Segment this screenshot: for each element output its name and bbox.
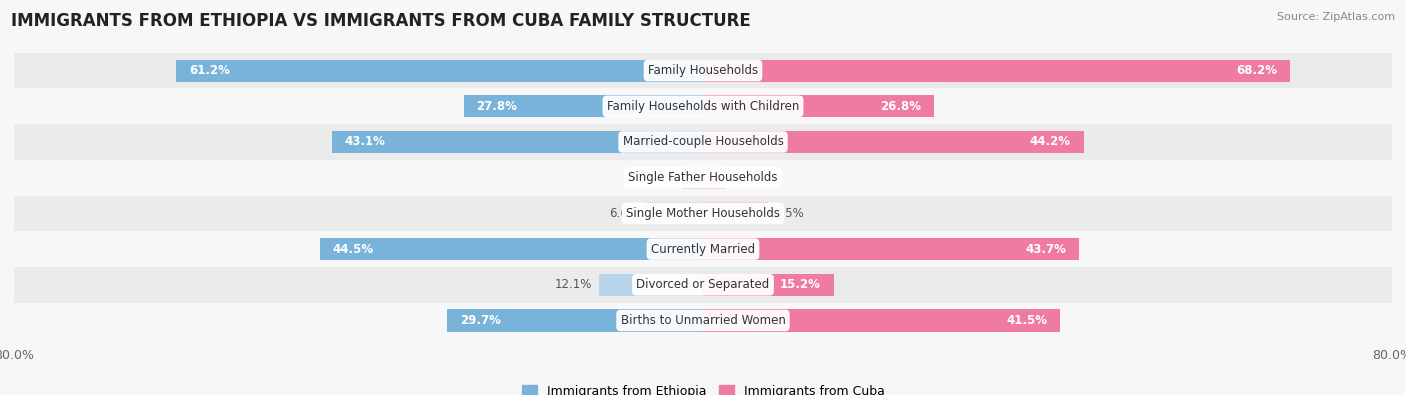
Legend: Immigrants from Ethiopia, Immigrants from Cuba: Immigrants from Ethiopia, Immigrants fro… <box>516 380 890 395</box>
Text: 43.1%: 43.1% <box>344 135 385 149</box>
Bar <box>447 309 703 331</box>
Text: 2.4%: 2.4% <box>645 171 675 184</box>
Bar <box>703 95 934 117</box>
Bar <box>14 303 1392 338</box>
Text: Single Father Households: Single Father Households <box>628 171 778 184</box>
Text: 7.5%: 7.5% <box>775 207 804 220</box>
Text: 43.7%: 43.7% <box>1025 243 1066 256</box>
Bar <box>703 274 834 296</box>
Bar <box>682 167 703 189</box>
Text: 44.5%: 44.5% <box>333 243 374 256</box>
Bar <box>464 95 703 117</box>
Bar <box>703 238 1080 260</box>
Text: 12.1%: 12.1% <box>554 278 592 291</box>
Bar <box>703 309 1060 331</box>
Bar <box>14 267 1392 303</box>
Text: Currently Married: Currently Married <box>651 243 755 256</box>
Bar <box>319 238 703 260</box>
Text: Family Households: Family Households <box>648 64 758 77</box>
Text: Source: ZipAtlas.com: Source: ZipAtlas.com <box>1277 12 1395 22</box>
Bar <box>647 202 703 224</box>
Bar <box>599 274 703 296</box>
Text: IMMIGRANTS FROM ETHIOPIA VS IMMIGRANTS FROM CUBA FAMILY STRUCTURE: IMMIGRANTS FROM ETHIOPIA VS IMMIGRANTS F… <box>11 12 751 30</box>
Text: 44.2%: 44.2% <box>1029 135 1071 149</box>
Text: Married-couple Households: Married-couple Households <box>623 135 783 149</box>
Bar <box>703 60 1291 82</box>
Text: 61.2%: 61.2% <box>188 64 229 77</box>
Bar <box>14 160 1392 196</box>
Text: Births to Unmarried Women: Births to Unmarried Women <box>620 314 786 327</box>
Bar <box>14 124 1392 160</box>
Text: 29.7%: 29.7% <box>460 314 501 327</box>
Text: 27.8%: 27.8% <box>477 100 517 113</box>
Text: 6.6%: 6.6% <box>609 207 640 220</box>
Text: Divorced or Separated: Divorced or Separated <box>637 278 769 291</box>
Text: 41.5%: 41.5% <box>1007 314 1047 327</box>
Bar <box>703 202 768 224</box>
Bar <box>332 131 703 153</box>
Text: 15.2%: 15.2% <box>780 278 821 291</box>
Text: 68.2%: 68.2% <box>1236 64 1278 77</box>
Bar <box>703 167 727 189</box>
Text: Single Mother Households: Single Mother Households <box>626 207 780 220</box>
Text: 2.7%: 2.7% <box>733 171 763 184</box>
Bar <box>14 231 1392 267</box>
Bar <box>176 60 703 82</box>
Bar <box>14 196 1392 231</box>
Bar <box>703 131 1084 153</box>
Bar <box>14 88 1392 124</box>
Text: Family Households with Children: Family Households with Children <box>607 100 799 113</box>
Text: 26.8%: 26.8% <box>880 100 921 113</box>
Bar <box>14 53 1392 88</box>
